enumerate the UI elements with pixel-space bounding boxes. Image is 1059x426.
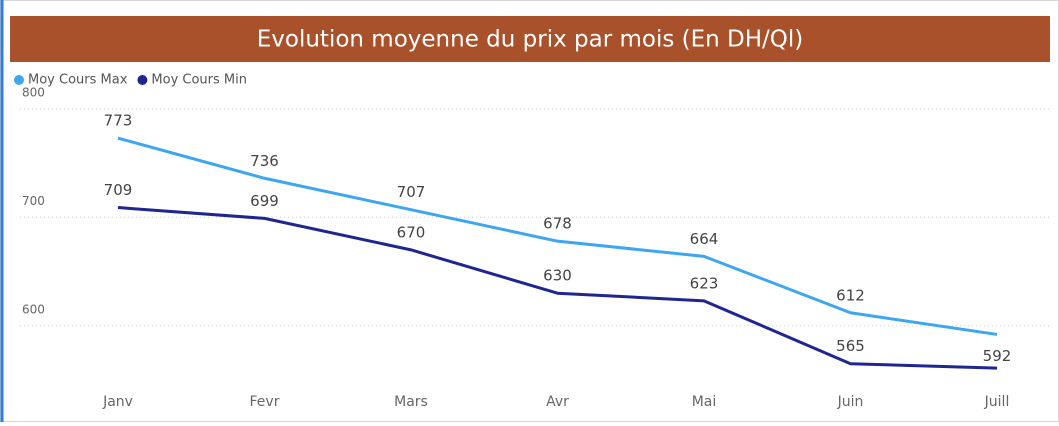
data-label: 565 bbox=[836, 337, 865, 355]
y-tick-label: 800 bbox=[22, 85, 45, 99]
data-label: 664 bbox=[690, 230, 719, 248]
data-label: 592 bbox=[983, 347, 1012, 365]
chart-title: Evolution moyenne du prix par mois (En D… bbox=[257, 27, 804, 53]
x-tick-label: Mars bbox=[394, 394, 428, 410]
data-label: 773 bbox=[104, 112, 133, 130]
data-label: 699 bbox=[250, 192, 279, 210]
data-label: 670 bbox=[397, 223, 426, 241]
legend-marker bbox=[137, 75, 148, 85]
data-label: 707 bbox=[397, 183, 426, 201]
data-label: 736 bbox=[250, 152, 279, 170]
data-label: 612 bbox=[836, 286, 865, 304]
x-tick-label: Janv bbox=[102, 394, 133, 410]
line bbox=[117, 136, 998, 336]
y-tick-label: 600 bbox=[22, 302, 45, 316]
data-label: 678 bbox=[543, 215, 572, 233]
x-tick-label: Juin bbox=[837, 394, 864, 410]
x-tick-label: Fevr bbox=[250, 394, 280, 410]
legend-label: Moy Cours Min bbox=[151, 73, 247, 88]
x-tick-label: Juill bbox=[984, 394, 1010, 410]
legend-label: Moy Cours Max bbox=[28, 73, 128, 88]
title-bar bbox=[10, 16, 1050, 62]
data-label: 709 bbox=[104, 181, 133, 199]
x-tick-label: Avr bbox=[546, 394, 569, 410]
y-tick-label: 700 bbox=[22, 194, 45, 208]
x-tick-label: Mai bbox=[692, 394, 717, 410]
data-label: 630 bbox=[543, 267, 572, 285]
legend-marker bbox=[14, 75, 24, 85]
line bbox=[117, 206, 998, 370]
data-label: 623 bbox=[690, 274, 719, 292]
